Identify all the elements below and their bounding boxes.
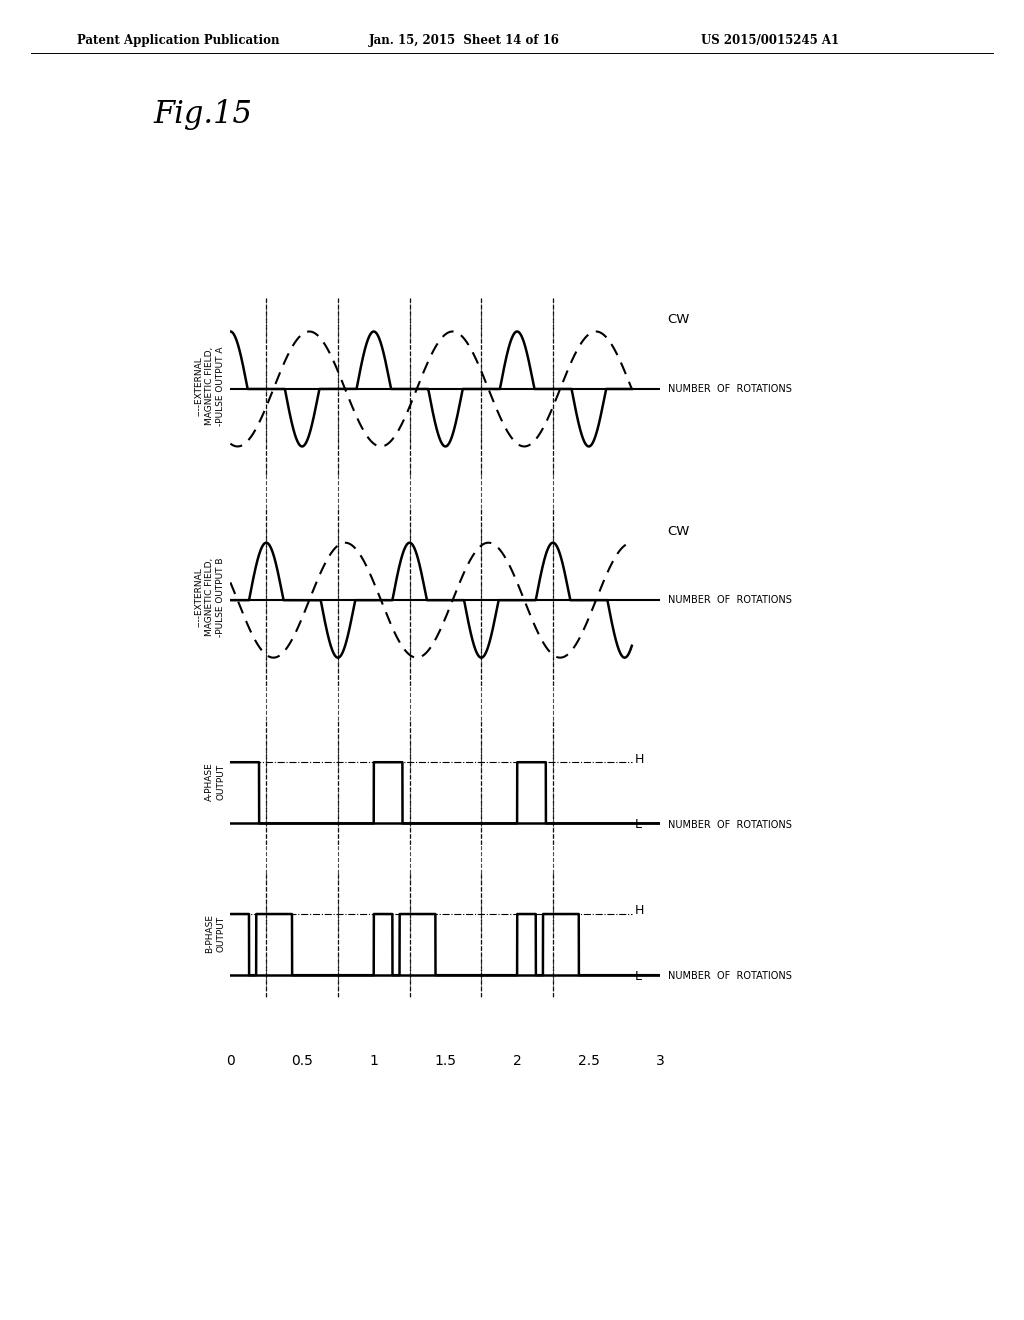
Text: ----EXTERNAL
MAGNETIC FIELD,
-PULSE OUTPUT B: ----EXTERNAL MAGNETIC FIELD, -PULSE OUTP… (195, 557, 225, 638)
Text: A-PHASE
OUTPUT: A-PHASE OUTPUT (205, 763, 225, 801)
Text: H: H (635, 904, 644, 917)
Text: NUMBER  OF  ROTATIONS: NUMBER OF ROTATIONS (668, 384, 792, 393)
Text: ----EXTERNAL
MAGNETIC FIELD,
-PULSE OUTPUT A: ----EXTERNAL MAGNETIC FIELD, -PULSE OUTP… (195, 346, 225, 426)
Text: NUMBER  OF  ROTATIONS: NUMBER OF ROTATIONS (668, 972, 792, 981)
Text: Patent Application Publication: Patent Application Publication (77, 34, 280, 48)
Text: B-PHASE
OUTPUT: B-PHASE OUTPUT (205, 915, 225, 953)
Text: L: L (635, 818, 642, 832)
Text: NUMBER  OF  ROTATIONS: NUMBER OF ROTATIONS (668, 595, 792, 605)
Text: CW: CW (668, 313, 690, 326)
Text: US 2015/0015245 A1: US 2015/0015245 A1 (701, 34, 840, 48)
Text: NUMBER  OF  ROTATIONS: NUMBER OF ROTATIONS (668, 820, 792, 829)
Text: Fig.15: Fig.15 (154, 99, 253, 129)
Text: L: L (635, 970, 642, 983)
Text: H: H (635, 752, 644, 766)
Text: CW: CW (668, 524, 690, 537)
Text: Jan. 15, 2015  Sheet 14 of 16: Jan. 15, 2015 Sheet 14 of 16 (369, 34, 559, 48)
